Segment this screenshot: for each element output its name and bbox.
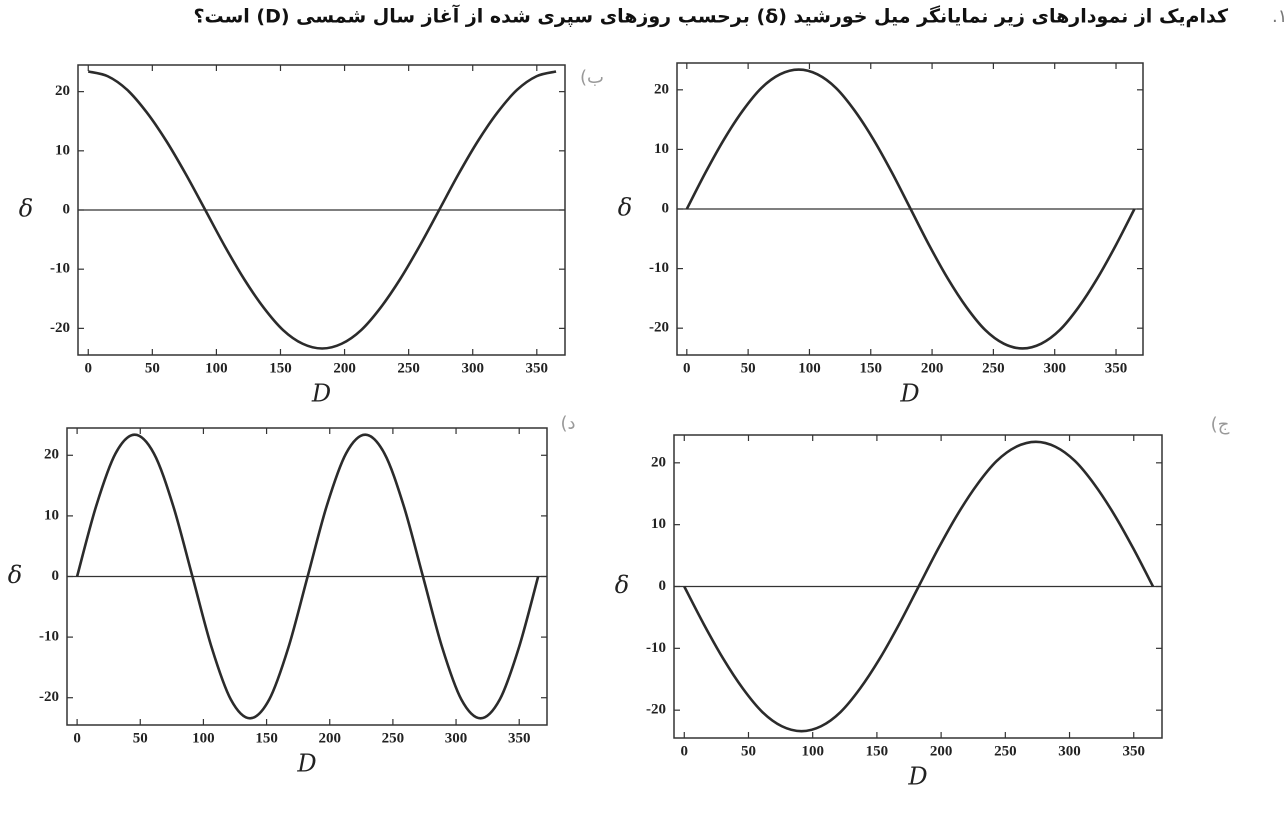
x-axis-label: D bbox=[296, 750, 316, 778]
question-text: کدام‌یک از نمودارهای زیر نمایانگر میل خو… bbox=[193, 4, 1228, 28]
x-tick-label: 200 bbox=[930, 743, 953, 759]
x-tick-label: 50 bbox=[145, 360, 160, 376]
y-tick-label: 0 bbox=[52, 568, 60, 584]
y-tick-label: 20 bbox=[55, 83, 70, 99]
x-tick-label: 50 bbox=[741, 743, 756, 759]
y-axis-label: δ bbox=[8, 561, 22, 589]
x-tick-label: 150 bbox=[269, 360, 292, 376]
x-tick-label: 150 bbox=[866, 743, 889, 759]
y-axis-label: δ bbox=[615, 571, 629, 599]
x-tick-label: 0 bbox=[681, 743, 689, 759]
x-tick-label: 300 bbox=[1058, 743, 1081, 759]
option-label: د) bbox=[560, 413, 575, 434]
y-tick-label: -20 bbox=[646, 702, 666, 718]
x-tick-label: 250 bbox=[382, 730, 405, 746]
option-label: ج) bbox=[1211, 414, 1230, 435]
y-tick-label: 0 bbox=[662, 200, 670, 216]
y-tick-label: 20 bbox=[44, 447, 59, 463]
y-axis-label: δ bbox=[618, 194, 632, 222]
y-tick-label: 20 bbox=[651, 454, 666, 470]
x-tick-label: 300 bbox=[445, 730, 468, 746]
x-tick-label: 200 bbox=[333, 360, 356, 376]
x-tick-label: 250 bbox=[397, 360, 420, 376]
y-tick-label: 0 bbox=[63, 201, 71, 217]
y-tick-label: -20 bbox=[649, 320, 669, 336]
option-label: ب) bbox=[580, 67, 604, 88]
y-tick-label: 0 bbox=[659, 578, 667, 594]
curve bbox=[685, 68, 1136, 350]
curve bbox=[87, 70, 557, 350]
x-tick-label: 0 bbox=[73, 730, 81, 746]
x-tick-label: 350 bbox=[508, 730, 531, 746]
x-tick-label: 200 bbox=[318, 730, 341, 746]
y-tick-label: 10 bbox=[654, 141, 669, 157]
x-tick-label: 250 bbox=[994, 743, 1017, 759]
y-tick-label: 10 bbox=[55, 142, 70, 158]
y-tick-label: -10 bbox=[646, 640, 666, 656]
x-tick-label: 300 bbox=[1043, 360, 1066, 376]
x-tick-label: 300 bbox=[461, 360, 484, 376]
x-tick-label: 350 bbox=[1122, 743, 1145, 759]
x-tick-label: 200 bbox=[921, 360, 944, 376]
y-tick-label: -10 bbox=[39, 629, 59, 645]
x-tick-label: 150 bbox=[255, 730, 278, 746]
x-tick-label: 100 bbox=[205, 360, 228, 376]
x-tick-label: 250 bbox=[982, 360, 1005, 376]
x-tick-label: 100 bbox=[798, 360, 821, 376]
x-tick-label: 350 bbox=[526, 360, 549, 376]
x-tick-label: 0 bbox=[683, 360, 691, 376]
y-tick-label: -10 bbox=[50, 261, 70, 277]
x-axis-label: D bbox=[907, 763, 927, 791]
curve bbox=[683, 440, 1155, 733]
x-axis-label: D bbox=[899, 380, 919, 408]
y-tick-label: -20 bbox=[50, 320, 70, 336]
y-tick-label: 20 bbox=[654, 81, 669, 97]
y-tick-label: 10 bbox=[651, 516, 666, 532]
x-tick-label: 50 bbox=[133, 730, 148, 746]
x-tick-label: 150 bbox=[860, 360, 883, 376]
y-tick-label: -20 bbox=[39, 689, 59, 705]
y-tick-label: 10 bbox=[44, 507, 59, 523]
x-axis-label: D bbox=[311, 380, 331, 408]
question-number: ۱۴. bbox=[1272, 6, 1285, 27]
curve bbox=[75, 433, 540, 720]
x-tick-label: 100 bbox=[801, 743, 824, 759]
x-tick-label: 100 bbox=[192, 730, 215, 746]
x-tick-label: 350 bbox=[1105, 360, 1128, 376]
y-axis-label: δ bbox=[19, 195, 33, 223]
y-tick-label: -10 bbox=[649, 260, 669, 276]
x-tick-label: 0 bbox=[85, 360, 93, 376]
x-tick-label: 50 bbox=[741, 360, 756, 376]
